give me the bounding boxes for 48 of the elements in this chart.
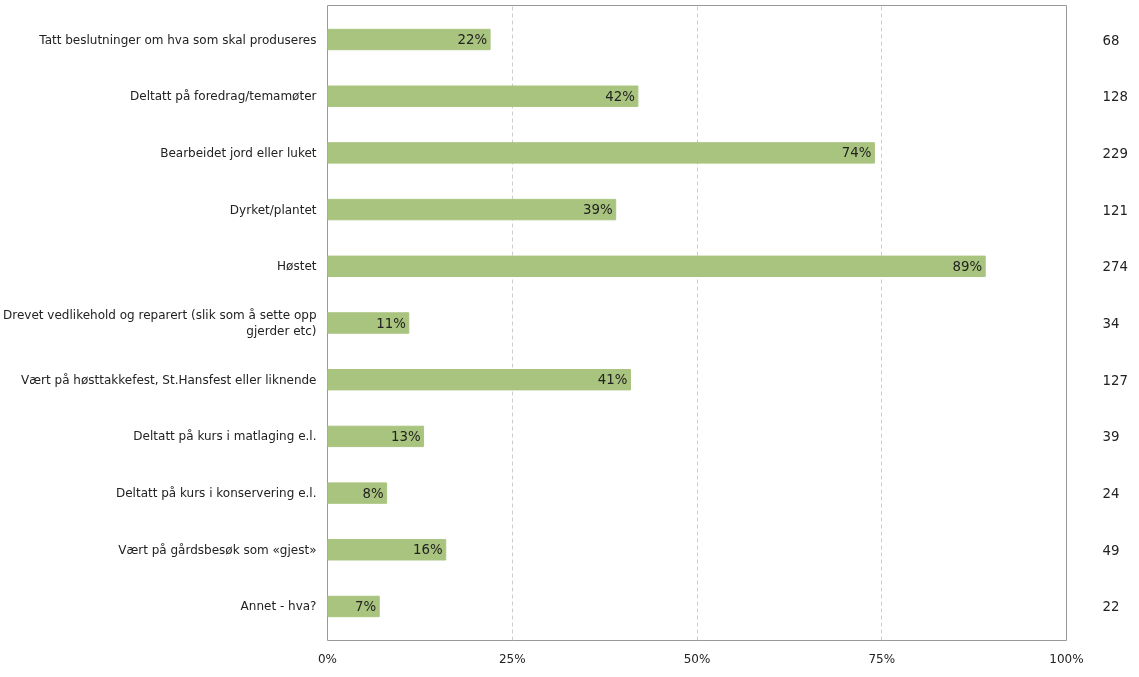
text: 22 [1102,599,1120,615]
text: 39 [1102,429,1120,445]
bar [327,198,617,221]
bar [327,85,639,107]
x-tick-label: 50% [683,651,711,666]
y-tick-label: Bearbeidet jord eller luket [160,145,317,160]
data-label: 22% [457,32,488,48]
text: 274 [1102,259,1128,275]
bar [327,425,425,448]
bar [327,255,986,278]
text: 34 [1102,316,1120,331]
text: 49 [1102,542,1120,558]
y-tick-label: Høstet [277,259,317,274]
text: 128 [1102,89,1128,105]
bar [327,142,875,164]
text: 68 [1102,32,1120,48]
bar [327,312,410,334]
y-tick-label: Vært på gårdsbesøk som «gjest» [118,542,317,557]
x-tick-label: 100% [1049,651,1084,666]
data-label: 11% [376,315,406,331]
bar [327,482,388,504]
data-label: 89% [952,258,983,274]
y-tick-label: Vært på høsttakkefest, St.Hansfest eller liknende [21,372,317,387]
y-tick-label: Deltatt på kurs i konservering e.l. [115,486,317,501]
text: 229 [1102,145,1128,161]
data-label: 8% [362,485,384,501]
x-tick-label: 75% [868,651,896,666]
bar [327,28,491,51]
text: 121 [1102,202,1128,218]
text: 24 [1102,486,1120,502]
x-tick-label: 0% [317,651,338,666]
y-tick-label: Tatt beslutninger om hva som skal produseres [38,32,317,47]
data-label: 39% [583,202,613,218]
text: 127 [1102,372,1128,388]
data-label: 13% [390,428,421,444]
data-label: 16% [413,542,443,558]
y-tick-label: Deltatt på kurs i matlaging e.l. [133,429,317,444]
data-label: 42% [605,88,635,104]
data-label: 41% [597,372,628,388]
data-label: 7% [355,598,377,614]
x-tick-label: 25% [498,651,526,666]
bar [327,539,447,561]
y-tick-label: Deltatt på foredrag/temamøter [130,89,317,104]
y-tick-label: Dyrket/plantet [229,202,317,217]
data-label: 74% [841,145,872,161]
y-tick-label: Annet - hva? [240,599,317,614]
bar [327,368,631,391]
y-tick-label: Drevet vedlikehold og reparert (slik som å sette opp gjerder etc) [3,307,317,339]
